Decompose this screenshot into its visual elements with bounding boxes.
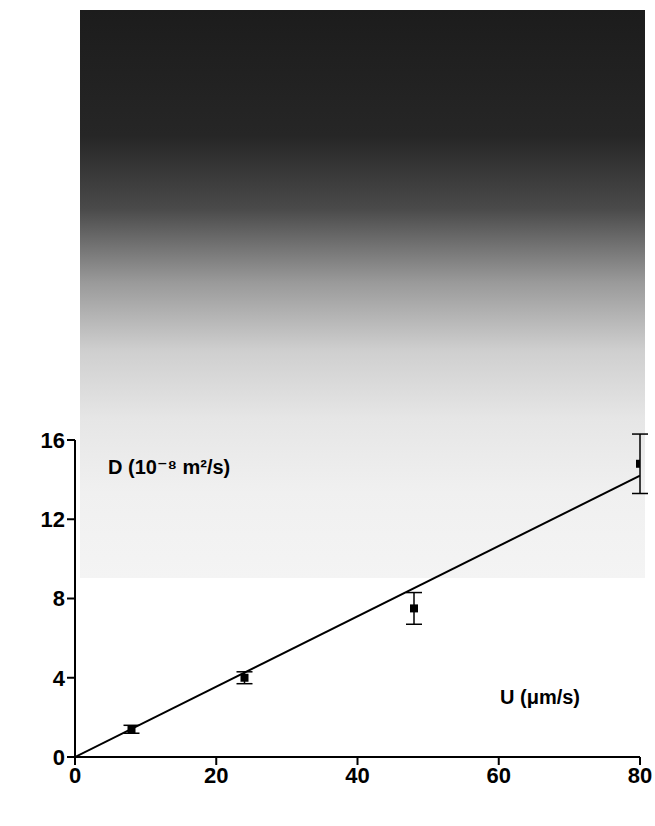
svg-text:16: 16 [41,428,65,453]
html-text:U (μm/s): U (μm/s) [500,686,580,708]
svg-text:40: 40 [345,763,369,788]
svg-text:8: 8 [53,586,65,611]
svg-text:4: 4 [53,666,66,691]
html-text:D (10⁻⁸ m²/s): D (10⁻⁸ m²/s) [108,456,231,478]
svg-text:0: 0 [53,745,65,770]
svg-text:0: 0 [69,763,81,788]
svg-text:60: 60 [487,763,511,788]
svg-text:12: 12 [41,507,65,532]
svg-text:80: 80 [628,763,652,788]
svg-text:20: 20 [204,763,228,788]
